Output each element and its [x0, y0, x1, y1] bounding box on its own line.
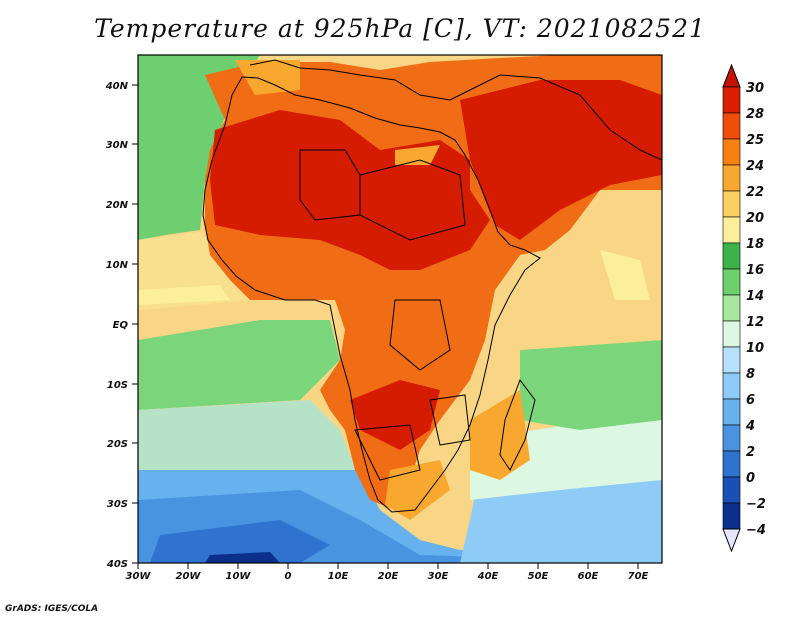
lon-label: 60E: [578, 571, 599, 582]
colorbar-swatch: [722, 476, 741, 504]
colorbar-label: 16: [746, 263, 764, 278]
colorbar-label: 25: [746, 133, 764, 148]
colorbar-swatch: [722, 242, 741, 270]
coastlines: [202, 59, 662, 513]
colorbar-swatch: [722, 294, 741, 322]
lon-label: 0: [285, 571, 292, 582]
colorbar-swatch: [722, 450, 741, 478]
colorbar-swatch: [722, 320, 741, 348]
lat-label: 10S: [107, 380, 128, 391]
colorbar-swatch: [722, 138, 741, 166]
colorbar-swatch: [722, 164, 741, 192]
plot-frame: [137, 54, 663, 564]
colorbar-label: 18: [746, 237, 764, 252]
colorbar-label: −4: [746, 523, 766, 538]
lat-label: 20N: [106, 200, 129, 211]
lon-label: 10W: [226, 571, 252, 582]
colorbar-swatch: [722, 372, 741, 400]
colorbar-swatch: [722, 424, 741, 452]
lon-label: 20E: [378, 571, 399, 582]
colorbar-label: 14: [746, 289, 764, 304]
lon-label: 10E: [328, 571, 349, 582]
credit-label: GrADS: IGES/COLA: [5, 604, 99, 614]
colorbar-label: 6: [746, 393, 755, 408]
colorbar-label: 4: [745, 419, 755, 434]
lat-label: EQ: [113, 320, 129, 331]
colorbar-label: 0: [746, 471, 755, 486]
colorbar-label: 20: [746, 211, 764, 226]
colorbar-label: 10: [746, 341, 764, 356]
map-title: Temperature at 925hPa [C], VT: 202108252…: [94, 14, 706, 43]
colorbar-label: 8: [746, 367, 755, 382]
lon-label: 30W: [126, 571, 152, 582]
colorbar-swatch: [722, 502, 741, 530]
colorbar-label: 28: [746, 107, 764, 122]
colorbar-swatch: [722, 86, 741, 114]
lon-label: 30E: [428, 571, 449, 582]
colorbar-label: −2: [746, 497, 766, 512]
colorbar-label: 24: [746, 159, 764, 174]
lat-label: 20S: [107, 439, 128, 450]
lat-label: 30S: [107, 499, 128, 510]
lat-label: 30N: [106, 140, 129, 151]
latitude-axis: 40N 30N 20N 10N EQ 10S 20S 30S 40S: [105, 81, 138, 570]
lon-label: 70E: [628, 571, 649, 582]
colorbar-swatch: [722, 346, 741, 374]
lat-label: 10N: [106, 260, 129, 271]
colorbar-bottom-arrow: [722, 528, 741, 553]
lat-label: 40S: [106, 559, 128, 570]
colorbar-top-arrow: [722, 63, 741, 88]
colorbar-label: 12: [746, 315, 764, 330]
lon-label: 20W: [176, 571, 202, 582]
colorbar-swatch: [722, 216, 741, 244]
colorbar-swatch: [722, 112, 741, 140]
lat-label: 40N: [105, 81, 129, 92]
colorbar-label: 22: [746, 185, 764, 200]
longitude-axis: 30W 20W 10W 0 10E 20E 30E 40E 50E 60E 70…: [126, 563, 649, 582]
lon-label: 40E: [477, 571, 499, 582]
colorbar-swatch: [722, 398, 741, 426]
colorbar-label: 30: [746, 81, 764, 96]
colorbar-swatch: [722, 268, 741, 296]
temperature-field: [138, 55, 662, 563]
lon-label: 50E: [528, 571, 549, 582]
colorbar-label: 2: [746, 445, 755, 460]
colorbar-swatch: [722, 190, 741, 218]
